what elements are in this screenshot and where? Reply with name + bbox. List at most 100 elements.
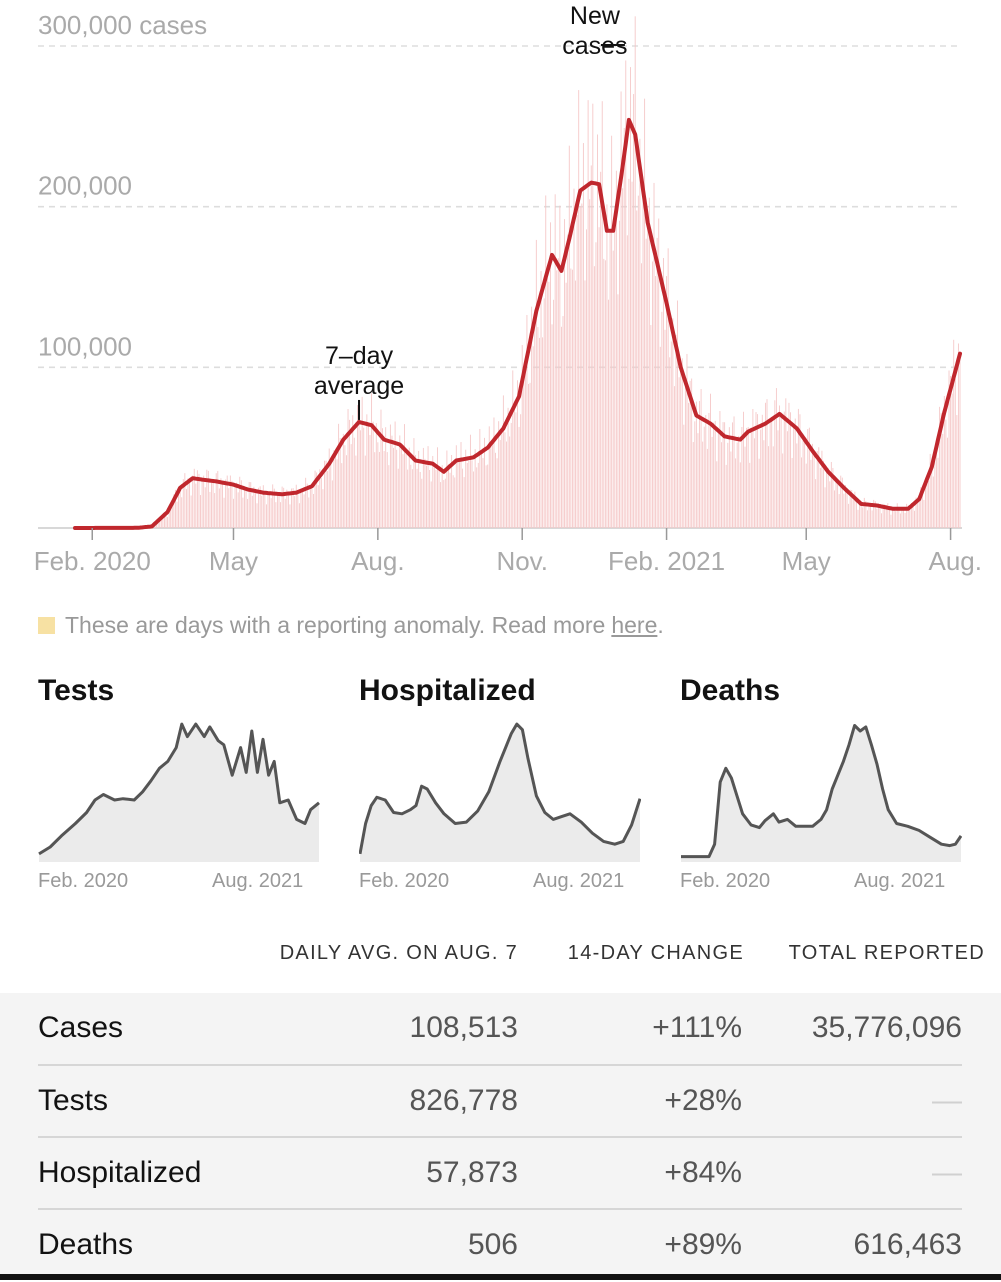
daily-case-bar: [768, 446, 769, 528]
daily-case-bar: [415, 455, 416, 528]
daily-case-bar: [322, 489, 323, 528]
daily-case-bar: [583, 143, 584, 528]
daily-case-bar: [465, 450, 466, 528]
daily-case-bar: [537, 327, 538, 528]
daily-case-bar: [784, 412, 785, 528]
daily-case-bar: [542, 337, 543, 528]
anomaly-legend-text: These are days with a reporting anomaly.…: [65, 612, 605, 639]
daily-case-bar: [467, 463, 468, 528]
daily-case-bar: [279, 495, 280, 528]
daily-case-bar: [247, 499, 248, 528]
daily-case-bar: [515, 412, 516, 528]
total-value: 616,463: [854, 1228, 962, 1262]
daily-case-bar: [272, 484, 273, 528]
daily-case-bar: [856, 498, 857, 528]
daily-case-bar: [759, 459, 760, 528]
daily-case-bar: [340, 438, 341, 528]
daily-case-bar: [751, 427, 752, 528]
daily-case-bar: [288, 495, 289, 528]
daily-case-bar: [487, 465, 488, 528]
total-value: —: [932, 1156, 962, 1190]
daily-case-bar: [592, 104, 593, 528]
daily-case-bar: [762, 415, 763, 528]
daily-case-bar: [547, 278, 548, 528]
daily-case-bar: [712, 437, 713, 528]
daily-case-bar: [213, 481, 214, 528]
daily-case-bar: [880, 507, 881, 528]
daily-case-bar: [426, 466, 427, 528]
daily-case-bar: [719, 411, 720, 528]
daily-case-bar: [257, 503, 258, 528]
daily-case-bar: [545, 195, 546, 528]
daily-case-bar: [825, 487, 826, 528]
daily-case-bar: [578, 90, 579, 528]
daily-case-bar: [958, 343, 959, 528]
daily-case-bar: [448, 464, 449, 528]
daily-case-bar: [304, 494, 305, 528]
daily-case-bar: [228, 488, 229, 528]
daily-case-bar: [713, 423, 714, 528]
daily-case-bar: [253, 487, 254, 528]
daily-case-bar: [570, 269, 571, 528]
daily-case-bar: [514, 406, 515, 528]
daily-case-bar: [933, 477, 934, 528]
daily-case-bar: [242, 498, 243, 528]
daily-case-bar: [277, 493, 278, 528]
daily-case-bar: [476, 467, 477, 528]
daily-case-bar: [801, 457, 802, 528]
daily-case-bar: [478, 463, 479, 528]
daily-case-bar: [836, 479, 837, 528]
mini-chart-area: [681, 726, 961, 863]
daily-average-value: 57,873: [426, 1156, 518, 1190]
column-header-14-day-change: 14-DAY CHANGE: [568, 942, 744, 965]
daily-case-bar: [468, 461, 469, 528]
daily-case-bar: [688, 403, 689, 528]
daily-case-bar: [337, 459, 338, 528]
daily-case-bar: [191, 495, 192, 528]
daily-case-bar: [200, 495, 201, 528]
daily-case-bar: [393, 448, 394, 528]
daily-case-bar: [255, 492, 256, 528]
daily-case-bar: [360, 430, 361, 528]
y-tick-label: 200,000: [38, 171, 132, 201]
daily-case-bar: [456, 445, 457, 528]
daily-case-bar: [189, 479, 190, 528]
daily-case-bar: [490, 443, 491, 528]
daily-case-bar: [815, 479, 816, 528]
daily-case-bar: [318, 485, 319, 528]
daily-case-bar: [630, 67, 631, 528]
daily-case-bar: [617, 294, 618, 528]
daily-case-bar: [660, 347, 661, 528]
daily-case-bar: [387, 452, 388, 528]
daily-case-bar: [621, 91, 622, 528]
read-more-link[interactable]: here: [611, 612, 657, 639]
daily-case-bar: [413, 438, 414, 528]
daily-case-bar: [754, 438, 755, 528]
mini-chart-end-label: Aug. 2021: [212, 870, 303, 893]
mini-chart-tests: [38, 712, 320, 864]
daily-case-bar: [421, 479, 422, 528]
daily-case-bar: [321, 478, 322, 528]
daily-case-bar: [290, 504, 291, 528]
daily-case-bar: [581, 204, 582, 528]
daily-case-bar: [793, 427, 794, 528]
daily-case-bar: [749, 463, 750, 528]
daily-case-bar: [539, 338, 540, 528]
daily-case-bar: [268, 492, 269, 528]
daily-case-bar: [862, 507, 863, 528]
daily-case-bar: [823, 461, 824, 528]
daily-case-bar: [588, 100, 589, 528]
daily-case-bar: [195, 484, 196, 528]
daily-case-bar: [439, 469, 440, 528]
daily-case-bar: [773, 446, 774, 528]
daily-case-bar: [912, 506, 913, 528]
daily-case-bar: [858, 510, 859, 528]
daily-case-bar: [534, 317, 535, 528]
daily-case-bar: [359, 412, 360, 528]
mini-chart-title-tests: Tests: [38, 674, 114, 708]
daily-case-bar: [199, 474, 200, 528]
daily-case-bar: [511, 423, 512, 528]
daily-case-bar: [876, 509, 877, 528]
daily-case-bar: [370, 435, 371, 528]
